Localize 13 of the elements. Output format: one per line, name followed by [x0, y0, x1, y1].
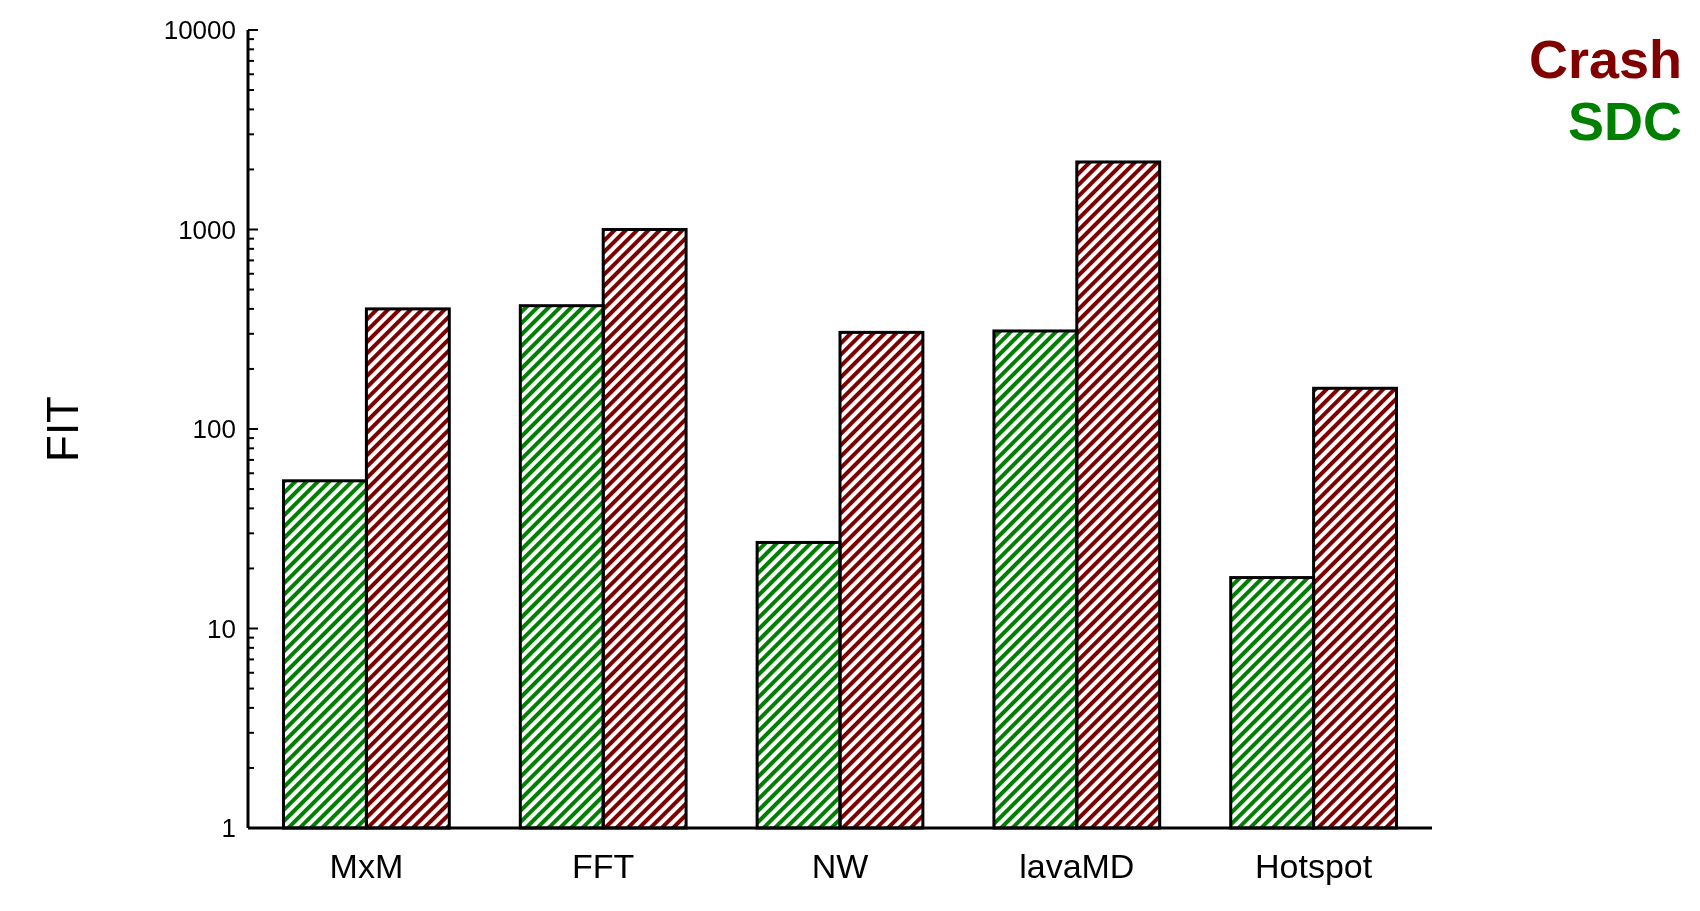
- text: Crash: [1528, 29, 1682, 89]
- y-axis-title: FIT: [38, 396, 87, 462]
- y-tick-label: 1000: [178, 214, 236, 245]
- text: SDC: [1567, 91, 1682, 151]
- x-tick-label: Hotspot: [1255, 847, 1373, 885]
- y-tick-label: 1: [221, 813, 236, 844]
- y-tick-label: 10: [207, 613, 236, 644]
- x-tick-label: lavaMD: [1019, 847, 1135, 885]
- y-tick-label: 10000: [163, 15, 236, 46]
- x-tick-label: NW: [811, 847, 869, 885]
- x-tick-label: MxM: [329, 847, 404, 885]
- y-tick-label: 100: [192, 414, 236, 445]
- x-tick-label: FFT: [572, 847, 635, 885]
